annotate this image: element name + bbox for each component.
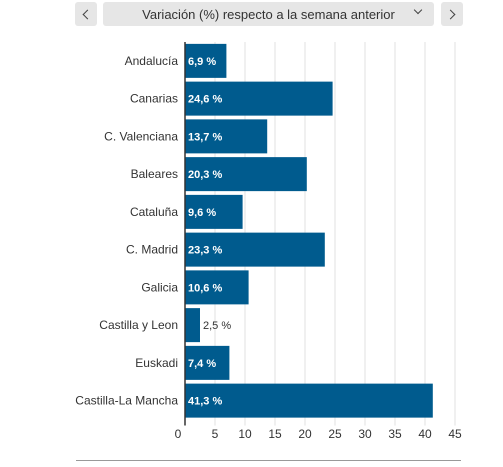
- x-tick-label: 5: [212, 427, 219, 441]
- category-label: Castilla-La Mancha: [75, 394, 178, 408]
- metric-dropdown[interactable]: Variación (%) respecto a la semana anter…: [103, 2, 434, 26]
- category-label: Galicia: [141, 280, 178, 294]
- value-label: 24,6 %: [188, 94, 222, 106]
- x-tick-label: 10: [238, 427, 252, 441]
- previous-button[interactable]: [75, 2, 97, 26]
- x-tick-label: 25: [328, 427, 342, 441]
- bar: [185, 270, 249, 305]
- bar: [185, 157, 307, 192]
- value-label: 23,3 %: [188, 245, 222, 257]
- x-tick-label: 40: [418, 427, 432, 441]
- value-label: 2,5 %: [203, 320, 231, 332]
- bar: [185, 232, 325, 267]
- x-tick-label: 15: [268, 427, 282, 441]
- x-tick-label: 45: [448, 427, 462, 441]
- category-label: Castilla y Leon: [99, 318, 178, 332]
- value-label: 7,4 %: [188, 358, 216, 370]
- x-tick-label: 35: [388, 427, 402, 441]
- category-label: C. Valenciana: [104, 129, 178, 143]
- category-label: C. Madrid: [126, 243, 178, 257]
- bottom-divider: [76, 460, 461, 461]
- value-label: 9,6 %: [188, 207, 216, 219]
- bar: [185, 345, 230, 380]
- bar: [185, 194, 243, 229]
- bar: [185, 308, 200, 343]
- value-label: 6,9 %: [188, 56, 216, 68]
- category-label: Andalucía: [125, 54, 179, 68]
- next-button[interactable]: [441, 2, 463, 26]
- value-label: 13,7 %: [188, 131, 222, 143]
- bar: [185, 119, 268, 154]
- value-label: 20,3 %: [188, 169, 222, 181]
- category-label: Baleares: [131, 167, 178, 181]
- x-tick-label: 30: [358, 427, 372, 441]
- category-label: Canarias: [130, 92, 178, 106]
- bar: [185, 81, 333, 116]
- bars: [185, 43, 433, 418]
- x-axis-ticks: 0 5 10 15 20 25 30 35 40 45: [175, 427, 462, 441]
- bar: [185, 383, 433, 418]
- bar: [185, 43, 227, 78]
- value-label: 41,3 %: [188, 396, 222, 408]
- category-label: Cataluña: [130, 205, 178, 219]
- x-tick-label: 20: [298, 427, 312, 441]
- category-label: Euskadi: [135, 356, 178, 370]
- value-label: 10,6 %: [188, 282, 222, 294]
- x-tick-label: 0: [175, 427, 182, 441]
- metric-dropdown-label: Variación (%) respecto a la semana anter…: [142, 6, 395, 22]
- value-labels: 6,9 % 24,6 % 13,7 % 20,3 % 9,6 % 23,3 % 10,6 %…: [188, 56, 231, 408]
- category-labels: Andalucía Canarias C. Valenciana Baleares Ca…: [75, 54, 178, 408]
